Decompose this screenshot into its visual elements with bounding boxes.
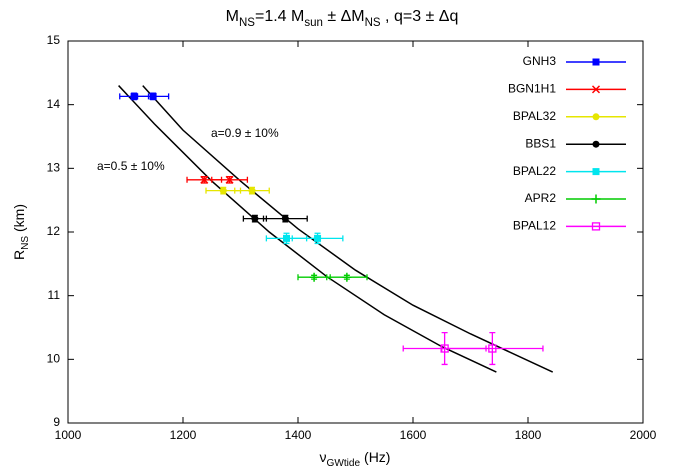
y-tick-label: 15 [47,33,61,47]
curve-annotation: a=0.5 ± 10% [97,159,165,173]
y-axis-label: RNS (km) [11,204,31,260]
curve-annotation: a=0.9 ± 10% [211,126,279,140]
chart-title-sub: sun [304,17,323,29]
legend-label: GNH3 [523,54,557,68]
x-axis-label-part: (Hz) [360,449,390,465]
marker [592,113,600,121]
marker [219,187,227,195]
y-error-bar [489,331,496,366]
legend-label: BGN1H1 [508,82,556,96]
marker [200,175,209,184]
marker [314,234,322,242]
marker [591,194,601,204]
x-tick-label: 2000 [630,428,657,442]
chart-title-part: , q=3 ± Δq [381,8,459,25]
marker [592,140,600,148]
marker [342,272,352,282]
y-axis-label-part: R [11,250,27,260]
legend-label: BPAL32 [513,109,556,123]
chart-title: MNS=1.4 Msun ± ΔMNS , q=3 ± Δq [226,8,459,29]
marker [251,215,259,223]
marker [248,187,256,195]
chart-title-sub: NS [365,17,381,29]
marker [130,92,138,100]
marker [283,234,290,242]
x-tick-label: 1000 [55,428,82,442]
x-tick-label: 1800 [515,428,542,442]
marker [592,168,600,176]
y-tick-label: 14 [47,97,61,111]
y-axis-label-sub: NS [20,236,31,250]
x-axis-label-sub: GWtide [327,458,361,469]
marker [281,215,289,223]
y-tick-label: 13 [47,161,61,175]
marker [592,58,600,66]
chart-title-part: =1.4 M [255,8,304,25]
marker [225,175,234,184]
chart-title-part: M [226,8,239,25]
marker [591,222,601,231]
legend-label: BPAL22 [513,164,556,178]
y-axis-label-part: (km) [11,204,27,236]
x-axis-label: νGWtide (Hz) [320,449,391,469]
legend-label: BBS1 [525,136,556,150]
model-curve [142,85,554,373]
x-tick-label: 1600 [400,428,427,442]
marker [488,344,497,353]
chart-title-sub: NS [239,17,255,29]
marker [591,85,601,94]
y-tick-label: 10 [47,352,61,366]
legend-label: APR2 [525,191,557,205]
marker [309,272,319,282]
marker [149,92,157,100]
x-axis-label-part: ν [320,449,327,465]
y-tick-label: 11 [48,288,61,302]
chart-title-part: ± ΔM [323,8,365,25]
y-tick-label: 9 [53,415,60,429]
legend-label: BPAL12 [513,219,556,233]
x-tick-label: 1200 [170,428,197,442]
y-tick-label: 12 [47,224,61,238]
x-tick-label: 1400 [285,428,312,442]
model-curve [118,85,497,373]
